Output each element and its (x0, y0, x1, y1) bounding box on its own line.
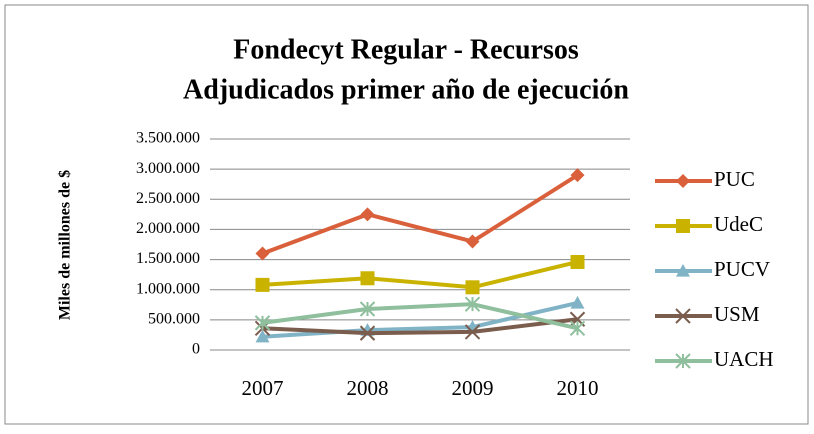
marker (464, 324, 481, 340)
chart-border (4, 4, 809, 425)
y-tick-label: 2.000.000 (136, 220, 200, 237)
series-line (262, 317, 578, 336)
legend-marker (676, 219, 690, 233)
marker (360, 207, 375, 222)
legend-label: UdeC (714, 212, 763, 236)
series-line (261, 173, 579, 256)
y-tick-label: 1.500.000 (136, 250, 200, 267)
marker (359, 325, 376, 341)
series-line (262, 260, 578, 290)
marker (570, 168, 585, 183)
marker (359, 301, 376, 317)
marker (465, 280, 480, 295)
y-axis-label: Miles de millones de $ (57, 170, 74, 320)
marker (465, 234, 480, 249)
x-tick-label: 2010 (557, 376, 599, 400)
y-tick-label: 3.000.000 (136, 160, 200, 177)
marker (570, 295, 585, 309)
legend-marker (676, 264, 690, 277)
legend-marker (675, 308, 691, 324)
marker (360, 271, 375, 286)
marker (255, 277, 270, 292)
y-tick-label: 2.500.000 (136, 190, 200, 207)
chart-title: Fondecyt Regular - Recursos (233, 34, 579, 65)
y-tick-label: 0 (192, 341, 200, 358)
x-tick-label: 2007 (242, 376, 284, 400)
y-tick-label: 1.000.000 (136, 280, 200, 297)
marker (569, 320, 586, 337)
legend-label: USM (714, 302, 760, 326)
legend-marker (676, 174, 690, 188)
y-tick-label: 500.000 (148, 311, 200, 328)
marker (255, 329, 270, 343)
series-line (262, 302, 578, 331)
y-tick-label: 3.500.000 (136, 130, 200, 147)
legend-label: PUCV (714, 257, 770, 281)
marker (464, 296, 481, 312)
x-tick-label: 2009 (452, 376, 494, 400)
x-tick-label: 2008 (347, 376, 389, 400)
marker (255, 246, 270, 261)
chart-title: Adjudicados primer año de ejecución (183, 74, 629, 105)
legend-label: UACH (714, 347, 774, 371)
legend-label: PUC (714, 167, 755, 191)
marker (254, 315, 271, 331)
legend-marker (675, 353, 691, 369)
marker (570, 254, 585, 269)
